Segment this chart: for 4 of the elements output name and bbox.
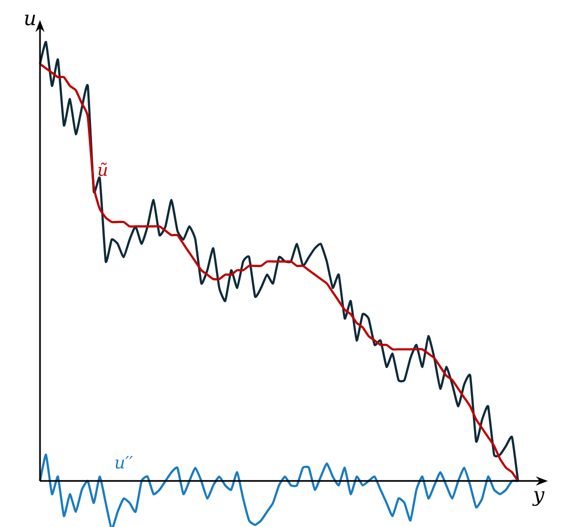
y-axis-title: u: [24, 14, 36, 26]
series-label: u′′: [115, 456, 133, 469]
series-label: ũ: [98, 162, 107, 176]
x-axis-title: y: [532, 491, 545, 506]
